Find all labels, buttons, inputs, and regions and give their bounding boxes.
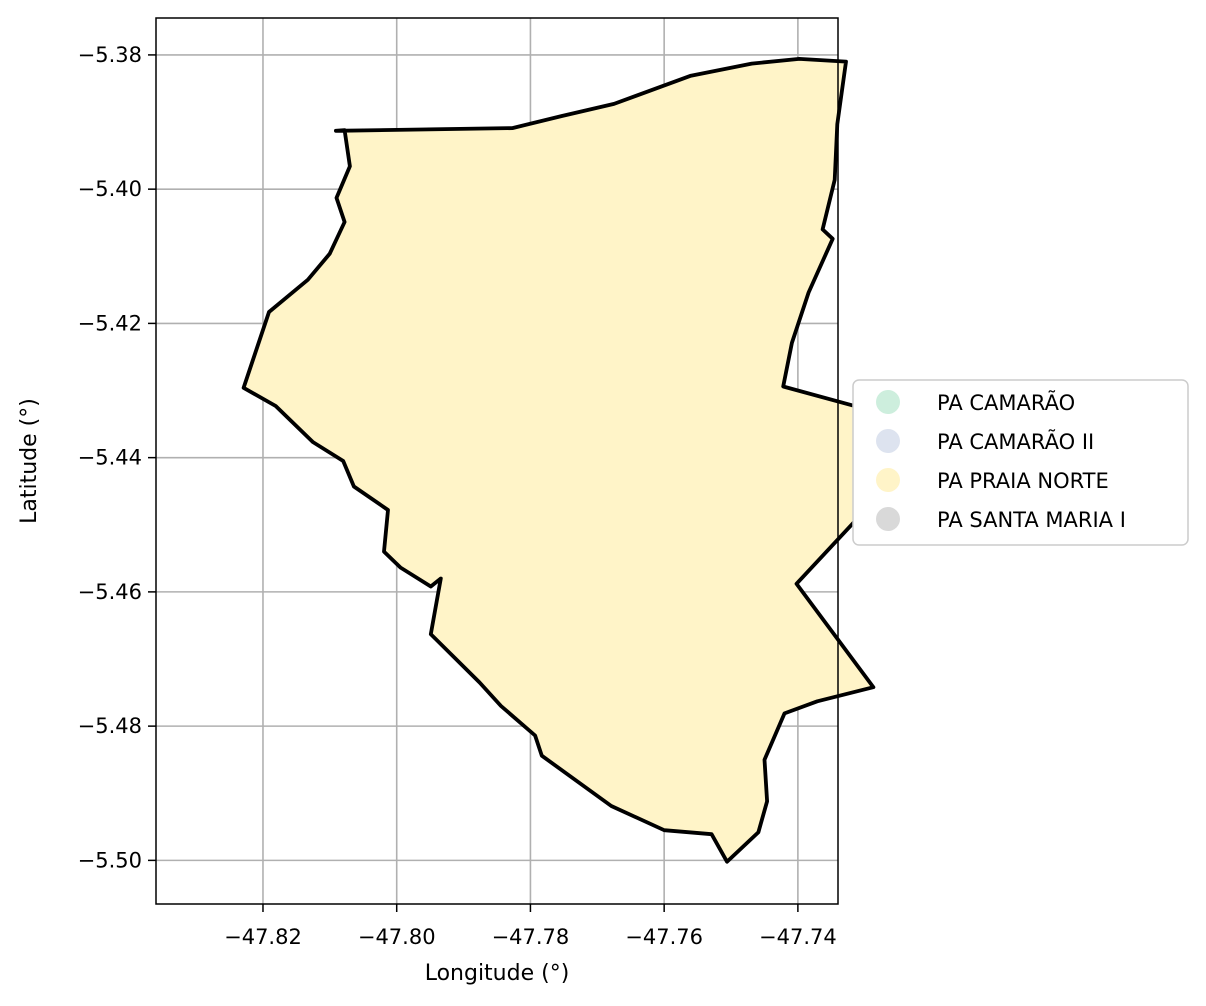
y-axis-label: Latitude (°) [17,398,42,524]
x-axis-label: Longitude (°) [425,961,570,986]
legend-marker [876,429,900,453]
legend: PA CAMARÃO PA CAMARÃO II PA PRAIA NORTE PA … [852,379,1189,546]
legend-items: PA CAMARÃO PA CAMARÃO II PA PRAIA NORTE PA … [876,389,1126,532]
legend-frame [852,379,1189,546]
legend-label: PA SANTA MARIA I [937,508,1126,532]
x-axis: −47.82 −47.80 −47.78 −47.76 −47.74 [224,904,837,949]
y-tick-label: −5.44 [78,446,142,470]
legend-label: PA CAMARÃO II [937,428,1094,454]
y-tick-label: −5.46 [78,580,142,604]
legend-label: PA CAMARÃO [937,389,1075,415]
x-tick-label: −47.80 [358,925,436,949]
y-axis: −5.38 −5.40 −5.42 −5.44 −5.46 −5.48 −5.50 [78,43,156,872]
legend-marker [876,390,900,414]
x-tick-label: −47.82 [224,925,302,949]
plot-area [155,17,1089,905]
praia-norte-area [243,58,1087,862]
y-tick-label: −5.48 [78,714,142,738]
y-tick-label: −5.42 [78,311,142,335]
legend-marker [876,468,900,492]
x-tick-label: −47.78 [492,925,570,949]
region-layer [241,57,1089,864]
y-tick-label: −5.38 [78,43,142,67]
settlement-boundary [241,57,1089,864]
x-tick-label: −47.76 [625,925,703,949]
x-tick-label: −47.74 [759,925,837,949]
plot-frame [155,17,839,905]
y-tick-label: −5.40 [78,177,142,201]
legend-marker [876,507,900,531]
y-tick-label: −5.50 [78,848,142,872]
legend-label: PA PRAIA NORTE [937,469,1109,493]
